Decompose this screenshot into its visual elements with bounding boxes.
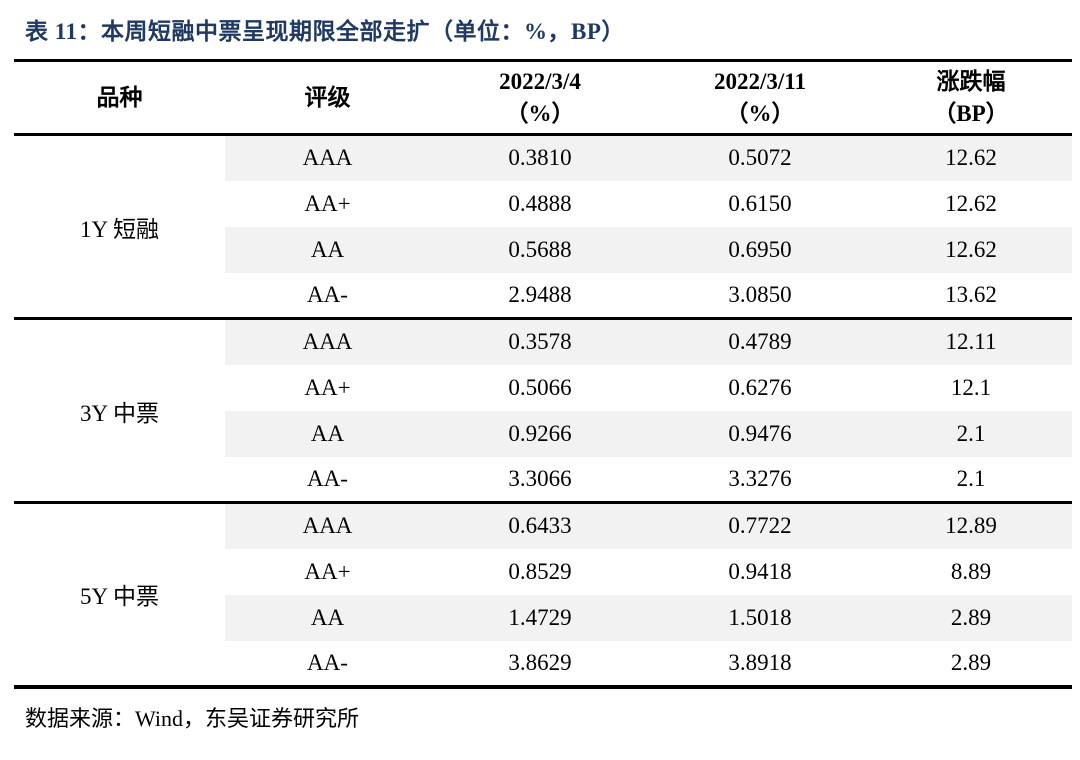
value-cell: 0.3810 [430,134,650,181]
value-cell: 3.0850 [728,281,792,307]
value-cell: 2.9488 [508,281,572,307]
group-5y: 5Y 中票 AAA 0.6433 0.7722 12.89 AA+ 0.8529… [14,502,1072,687]
rating-cell: AA- [307,281,348,307]
table-row: AA- 3.8629 3.8918 2.89 [14,641,1072,687]
header-rating-label: 评级 [304,84,351,110]
table-row: 3Y 中票 AAA 0.3578 0.4789 12.11 [14,318,1072,503]
rating-cell: AA [225,410,430,457]
change-cell: 12.62 [870,134,1072,181]
value-cell: 0.3578 [430,318,650,365]
table-title: 表 11：本周短融中票呈现期限全部走扩（单位：%，BP） [25,19,625,44]
table-row: AA 1.4729 1.5018 2.89 [14,594,1072,641]
value-cell: 0.9418 [728,558,792,584]
table-row: AA 0.9266 0.9476 2.1 [14,410,1072,457]
value-cell: 0.8529 [508,558,572,584]
value-cell: 0.6433 [430,502,650,549]
change-cell: 2.1 [956,465,986,491]
table-row: AA+ 0.5066 0.6276 12.1 [14,365,1072,411]
rating-cell: AA+ [304,190,351,216]
header-row: 品种 评级 2022/3/4 （%） 2022/3/11 （%） 涨跌幅 （BP… [14,60,1072,136]
value-cell: 3.3276 [728,465,792,491]
table-row: AA+ 0.8529 0.9418 8.89 [14,549,1072,595]
rates-table: 品种 评级 2022/3/4 （%） 2022/3/11 （%） 涨跌幅 （BP… [14,59,1072,689]
product-cell: 5Y 中票 [14,502,225,687]
change-cell: 2.89 [950,649,992,675]
product-cell: 3Y 中票 [14,318,225,503]
table-row: AA+ 0.4888 0.6150 12.62 [14,181,1072,227]
value-cell: 0.5688 [430,226,650,273]
header-change-line2: （BP） [933,100,1009,126]
header-date1-line1: 2022/3/4 [499,69,581,95]
change-cell: 12.1 [950,374,992,400]
header-date2-line1: 2022/3/11 [713,69,806,95]
value-cell: 1.5018 [650,594,870,641]
data-source-note: 数据来源：Wind，东吴证券研究所 [25,705,359,731]
value-cell: 3.3066 [508,465,572,491]
value-cell: 3.8629 [508,649,572,675]
rating-cell: AA- [307,649,348,675]
rating-cell: AA [225,226,430,273]
rating-cell: AA- [307,465,348,491]
value-cell: 0.6276 [728,374,792,400]
header-change: 涨跌幅 （BP） [870,60,1072,136]
change-cell: 12.62 [870,226,1072,273]
table-row: 5Y 中票 AAA 0.6433 0.7722 12.89 [14,502,1072,687]
table-row: 1Y 短融 AAA 0.3810 0.5072 12.62 [14,134,1072,319]
header-date2-line2: （%） [725,100,795,126]
rating-cell: AA+ [304,558,351,584]
value-cell: 0.9476 [650,410,870,457]
value-cell: 0.9266 [430,410,650,457]
change-cell: 8.89 [950,558,992,584]
group-3y: 3Y 中票 AAA 0.3578 0.4789 12.11 AA+ 0.5066… [14,318,1072,503]
product-cell: 1Y 短融 [14,134,225,319]
rating-cell: AA [225,594,430,641]
change-cell: 12.89 [870,502,1072,549]
value-cell: 0.5072 [650,134,870,181]
rating-cell: AAA [225,502,430,549]
rating-cell: AA+ [304,374,351,400]
table-row: AA- 3.3066 3.3276 2.1 [14,457,1072,503]
table-row: AA- 2.9488 3.0850 13.62 [14,273,1072,319]
rating-cell: AAA [225,318,430,365]
change-cell: 2.1 [870,410,1072,457]
value-cell: 3.8918 [728,649,792,675]
change-cell: 2.89 [870,594,1072,641]
value-cell: 1.4729 [430,594,650,641]
header-rating: 评级 [225,60,430,136]
change-cell: 13.62 [945,281,997,307]
table-row: AA 0.5688 0.6950 12.62 [14,226,1072,273]
value-cell: 0.4789 [650,318,870,365]
header-product-label: 品种 [96,84,143,110]
value-cell: 0.5066 [508,374,572,400]
change-cell: 12.11 [870,318,1072,365]
group-1y: 1Y 短融 AAA 0.3810 0.5072 12.62 AA+ 0.4888… [14,134,1072,319]
change-cell: 12.62 [945,190,997,216]
value-cell: 0.4888 [508,190,572,216]
header-date1-line2: （%） [505,100,575,126]
value-cell: 0.6150 [728,190,792,216]
value-cell: 0.7722 [650,502,870,549]
rating-cell: AAA [225,134,430,181]
header-change-line1: 涨跌幅 [936,69,1006,95]
header-date2: 2022/3/11 （%） [650,60,870,136]
header-date1: 2022/3/4 （%） [430,60,650,136]
header-product: 品种 [14,60,225,136]
table-header: 品种 评级 2022/3/4 （%） 2022/3/11 （%） 涨跌幅 （BP… [14,60,1072,136]
value-cell: 0.6950 [650,226,870,273]
